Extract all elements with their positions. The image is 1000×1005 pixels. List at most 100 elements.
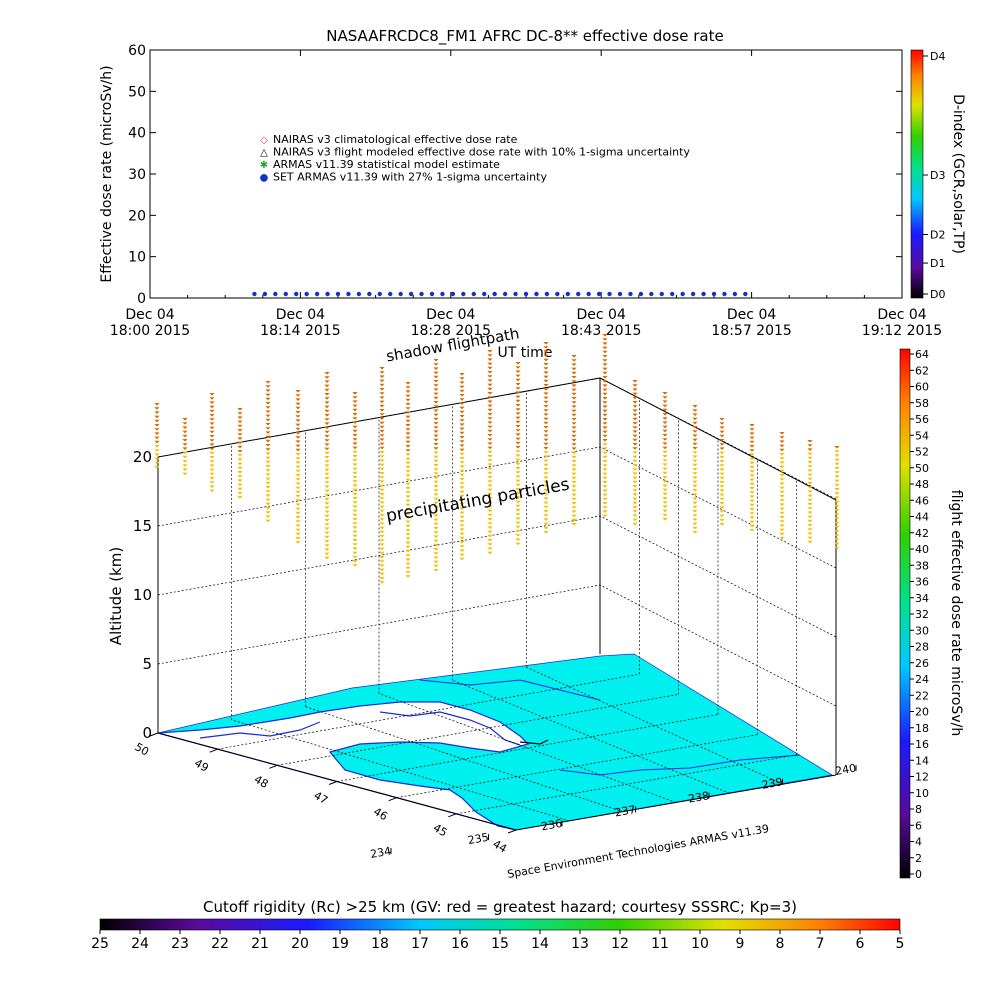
dose-drop (543, 522, 549, 526)
dose-drop (379, 543, 385, 546)
dose-drop (352, 543, 358, 546)
dose-drop (571, 426, 577, 429)
dose-drop (295, 461, 301, 464)
d-index-label: D-index (GCR,solar,TP) (950, 94, 966, 254)
dose-drop (515, 446, 521, 449)
dose-point (628, 291, 633, 297)
dose-drop (405, 499, 411, 503)
altitude-tick-label: 0 (142, 724, 152, 742)
dose-point (429, 291, 435, 297)
dose-drop (602, 426, 608, 429)
dose-drop (295, 507, 301, 511)
cutoff-rigidity-tick-label: 17 (411, 936, 429, 952)
dose-drop (749, 461, 755, 465)
dose-drop (379, 383, 385, 387)
dose-drop (182, 455, 188, 459)
dose-drop (487, 488, 493, 492)
dose-drop (632, 522, 638, 526)
dose-drop (719, 426, 725, 429)
dose-drop (459, 461, 465, 464)
dose-drop (265, 460, 271, 464)
dose-drop (265, 515, 271, 518)
dose-drop (379, 392, 385, 395)
dose-point (586, 291, 591, 297)
dose-drop (662, 488, 668, 492)
dose-drop (459, 398, 465, 401)
dose-drop (352, 526, 358, 529)
dose-drop (487, 530, 493, 534)
dose-drop (543, 434, 549, 437)
dose-drop (379, 371, 385, 374)
dose-drop (265, 381, 271, 384)
dose-drop (182, 443, 188, 446)
dose-drop (834, 462, 840, 466)
dose-drop (515, 525, 521, 529)
dose-drop (515, 412, 521, 415)
dose-drop (433, 464, 439, 467)
cutoff-rigidity-colorbar (99, 918, 901, 931)
dose-drop (662, 513, 668, 517)
north-coast (419, 679, 601, 701)
dose-drop (515, 504, 521, 508)
dose-drop (602, 493, 608, 497)
dose-drop (807, 465, 813, 468)
dose-drop (834, 471, 840, 474)
dose-drop (433, 497, 439, 501)
dose-drop (209, 489, 215, 493)
dose-drop (487, 379, 493, 382)
dose-drop (265, 502, 271, 506)
dose-drop (265, 494, 271, 497)
cutoff-rigidity-tick-label: 23 (171, 936, 189, 952)
dose-drop (352, 522, 358, 525)
dose-point (544, 291, 550, 297)
dose-y-label: Effective dose rate (microSv/h) (99, 65, 115, 282)
dose-drop (515, 404, 521, 407)
dose-point (356, 291, 362, 297)
dose-drop (602, 451, 608, 455)
dose-drop (662, 396, 668, 399)
cutoff-rigidity-ticks: 25 24 23 22 21 20 19 18 17 16 15 14 13 12 11 10 9 8 7 6 5 (91, 930, 904, 952)
dose-drop (571, 392, 577, 396)
dose-drop (662, 442, 668, 445)
dose-drop (692, 451, 698, 454)
dose-drop (209, 422, 215, 425)
dose-drop (632, 476, 638, 480)
dose-y-tick-label: 50 (128, 84, 146, 100)
dose-drop (379, 497, 385, 500)
dose-drop (379, 518, 385, 521)
dose-drop (265, 435, 271, 439)
dose-drop (571, 388, 577, 392)
dose-drop (779, 490, 785, 494)
dose-drop (379, 388, 385, 391)
dose-drop (749, 499, 755, 503)
dose-point (680, 291, 685, 297)
cutoff-rigidity-tick-label: 24 (131, 936, 149, 952)
dose-drop (209, 447, 215, 451)
dose-drop (543, 447, 549, 450)
dose-drop (749, 482, 755, 486)
dose-drop (602, 418, 608, 421)
latitude-tick-label: 44 (491, 837, 510, 855)
dose-drop (543, 426, 549, 429)
dose-drop (515, 467, 521, 470)
dose-x-tick-date: Dec 04 (877, 307, 926, 323)
flight-dose-tick-label: 38 (915, 559, 929, 572)
dose-drop (632, 468, 638, 471)
dose-drop (632, 455, 638, 459)
dose-drop (433, 405, 439, 408)
dose-drop (265, 465, 271, 468)
dose-drop (632, 413, 638, 417)
dose-drop (543, 501, 549, 505)
dose-drop (295, 432, 301, 435)
dose-point (670, 291, 675, 297)
dose-drop (459, 373, 465, 376)
altitude-tick-label: 10 (133, 586, 152, 604)
dose-drop (779, 453, 785, 456)
dose-drop (433, 468, 439, 471)
flight-dose-tick-label: 50 (915, 462, 929, 475)
dose-point (732, 291, 738, 297)
dose-drop (692, 505, 698, 509)
dose-drop (487, 429, 493, 433)
dose-drop (459, 377, 465, 380)
dose-drop (433, 510, 439, 513)
